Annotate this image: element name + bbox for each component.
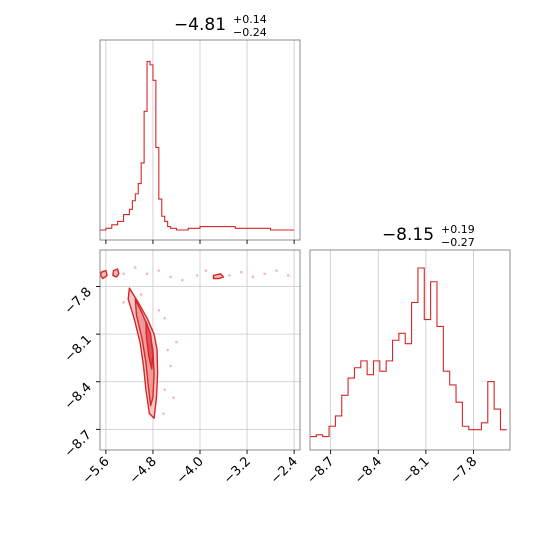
scatter-point-20 [162, 412, 165, 415]
scatter-point-21 [172, 396, 175, 399]
title-bottom-right: −8.15 [382, 225, 434, 245]
scatter-point-17 [169, 364, 172, 368]
x-tick-label-bottom-left-1: −4.8 [127, 454, 160, 487]
title-top-left: −4.81 [174, 15, 226, 35]
scatter-point-5 [181, 278, 184, 282]
x-tick-label-bottom-left-2: −4.0 [174, 454, 207, 487]
histogram-series-top-left [100, 60, 295, 231]
y-tick-label-bottom-left-3: −8.7 [62, 428, 95, 461]
title-top-left-value: −4.81 [174, 15, 226, 35]
y-tick-label-bottom-left-1: −8.1 [62, 332, 95, 365]
x-tick-label-bottom-right-3: −7.8 [447, 454, 480, 487]
frame-bottom-right [309, 249, 511, 451]
y-tick-label-bottom-left-2: −8.4 [62, 380, 95, 413]
scatter-point-2 [145, 272, 149, 276]
x-tick-label-bottom-right-2: −8.1 [400, 454, 433, 487]
title-top-left-sup: +0.14 [233, 13, 267, 26]
title-bottom-right-sub: −0.27 [441, 236, 475, 249]
x-tick-label-bottom-right-0: −8.7 [305, 454, 338, 487]
scatter-point-9 [239, 270, 243, 274]
panel-bottom-left: −5.6 −4.8 −4.0 −3.2 −2.4 −7.8 −8.1 −8.4 −8.7 [62, 249, 301, 487]
y-tick-label-bottom-left-0: −7.8 [62, 285, 95, 318]
x-tick-label-bottom-left-3: −3.2 [221, 454, 254, 487]
title-bottom-right-value: −8.15 [382, 225, 434, 245]
grid-lines-bottom-right [330, 250, 474, 450]
scatter-point-13 [286, 274, 290, 277]
x-ticks-bottom-left: −5.6 −4.8 −4.0 −3.2 −2.4 [80, 450, 301, 487]
x-tick-label-bottom-left-0: −5.6 [80, 454, 113, 487]
ticks-top-left [105, 240, 295, 244]
y-ticks-bottom-left: −7.8 −8.1 −8.4 −8.7 [62, 285, 100, 461]
scatter-point-0 [122, 272, 125, 276]
scatter-point-19 [175, 340, 178, 344]
ticks-bottom-right: −8.7 −8.4 −8.1 −7.8 [305, 450, 480, 487]
grid-lines-bottom-left [100, 250, 300, 450]
scatter-point-18 [139, 293, 143, 296]
x-tick-label-bottom-left-4: −2.4 [268, 454, 301, 487]
scatter-point-4 [169, 275, 172, 279]
scatter-point-7 [204, 269, 208, 272]
title-bottom-right-sup: +0.19 [441, 223, 475, 236]
scatter-point-11 [263, 272, 267, 276]
scatter-point-23 [157, 309, 161, 312]
scatter-point-16 [163, 388, 167, 391]
scatter-point-1 [133, 266, 137, 269]
title-top-left-sub: −0.24 [233, 26, 267, 39]
scatter-point-22 [122, 301, 125, 304]
scatter-point-12 [275, 269, 278, 272]
scatter-point-6 [195, 274, 199, 277]
x-tick-label-bottom-right-1: −8.4 [352, 454, 385, 487]
scatter-point-10 [251, 275, 255, 279]
contour-island-5 [212, 273, 225, 280]
scatter-point-15 [166, 348, 169, 352]
scatter-points-bottom-left [122, 266, 290, 415]
histogram-series-bottom-right [310, 267, 507, 438]
panel-top-left: −4.81 +0.14 −0.24 [99, 13, 301, 244]
contour-island-4 [99, 269, 108, 280]
panel-bottom-right: −8.7 −8.4 −8.1 −7.8 −8.15 +0.19 −0.27 [305, 223, 511, 487]
grid-lines-top-left [105, 40, 295, 240]
scatter-point-3 [157, 269, 161, 272]
contour-inner-2 [145, 320, 154, 370]
contours-bottom-left [99, 268, 225, 419]
scatter-point-14 [163, 316, 167, 320]
contour-island-3 [112, 268, 120, 278]
scatter-point-8 [228, 274, 231, 277]
